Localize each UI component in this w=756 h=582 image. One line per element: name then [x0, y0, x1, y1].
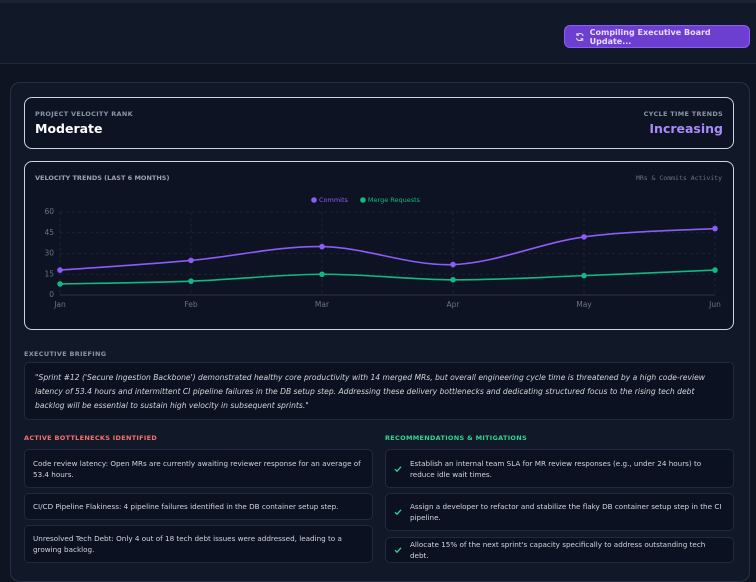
trend-label: CYCLE TIME TRENDS	[643, 110, 723, 118]
summary-card: PROJECT VELOCITY RANK Moderate CYCLE TIM…	[24, 97, 734, 149]
chart-subtitle: MRs & Commits Activity	[636, 174, 722, 182]
check-icon	[394, 509, 402, 516]
chart-title: VELOCITY TRENDS (LAST 6 MONTHS)	[35, 174, 169, 182]
legend-swatch	[360, 197, 366, 203]
data-point	[188, 278, 194, 284]
y-tick-label: 60	[44, 207, 54, 216]
y-tick-label: 15	[44, 269, 54, 278]
legend-label: Commits	[319, 196, 349, 204]
y-tick-label: 0	[49, 290, 54, 299]
check-icon	[394, 465, 402, 472]
x-tick-label: Feb	[184, 300, 198, 309]
chart-card	[24, 161, 734, 330]
recommendation-item-text: Assign a developer to refactor and stabi…	[410, 502, 722, 522]
bottleneck-item: Code review latency: Open MRs are curren…	[24, 449, 373, 488]
data-point	[450, 261, 456, 268]
recommendation-item-text: Establish an internal team SLA for MR re…	[410, 458, 702, 479]
trend-value: Increasing	[649, 121, 723, 136]
y-tick-label: 45	[44, 228, 54, 237]
refresh-icon	[575, 32, 584, 41]
data-point	[450, 276, 456, 283]
bottleneck-item-text: Unresolved Tech Debt: Only 4 out of 18 t…	[33, 534, 342, 554]
bottleneck-item: CI/CD Pipeline Flakiness: 4 pipeline fai…	[24, 493, 373, 520]
data-point	[188, 257, 194, 264]
recommendation-item: Assign a developer to refactor and stabi…	[385, 493, 734, 531]
rank-label: PROJECT VELOCITY RANK	[35, 110, 133, 118]
data-point	[712, 225, 718, 232]
series-line	[59, 227, 716, 271]
x-tick-label: Jun	[708, 300, 721, 309]
recommendation-item: Allocate 15% of the next sprint's capaci…	[385, 537, 734, 563]
recommendations-title: RECOMMENDATIONS & MITIGATIONS	[385, 434, 527, 442]
briefing-label: EXECUTIVE BRIEFING	[24, 350, 107, 358]
series-line	[59, 269, 716, 285]
x-tick-label: Mar	[315, 300, 330, 309]
x-tick-label: May	[576, 300, 592, 309]
legend-swatch	[311, 197, 317, 203]
data-point	[581, 234, 587, 240]
status-button[interactable]: Compiling Executive Board Update...	[564, 25, 750, 48]
bottleneck-item-text: CI/CD Pipeline Flakiness: 4 pipeline fai…	[33, 502, 339, 511]
x-tick-label: Jan	[53, 300, 66, 309]
x-tick-label: Apr	[447, 300, 461, 309]
legend-label: Merge Requests	[368, 196, 421, 204]
rank-value: Moderate	[35, 121, 103, 136]
data-point	[319, 243, 325, 250]
bottleneck-item-text: Code review latency: Open MRs are curren…	[33, 458, 361, 479]
data-point	[57, 267, 63, 273]
recommendation-item: Establish an internal team SLA for MR re…	[385, 449, 734, 488]
check-icon	[394, 547, 402, 554]
data-point	[581, 272, 587, 279]
chart: VELOCITY TRENDS (LAST 6 MONTHS) MRs & Co…	[35, 174, 722, 309]
bottleneck-item: Unresolved Tech Debt: Only 4 out of 18 t…	[24, 525, 373, 563]
briefing-text: "Sprint #12 ('Secure Ingestion Backbone'…	[24, 362, 734, 420]
data-point	[57, 281, 63, 287]
y-tick-label: 30	[44, 249, 54, 258]
data-point	[712, 267, 718, 273]
bottlenecks-title: ACTIVE BOTTLENECKS IDENTIFIED	[24, 434, 158, 442]
status-text: Compiling Executive Board Update...	[589, 27, 711, 46]
data-point	[319, 271, 325, 278]
recommendation-item-text: Allocate 15% of the next sprint's capaci…	[410, 540, 706, 560]
